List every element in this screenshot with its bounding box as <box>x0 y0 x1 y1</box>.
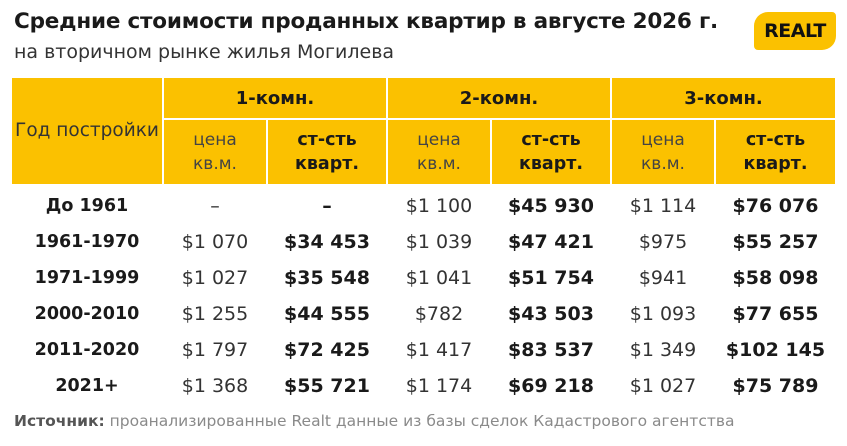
price-per-sqm-cell: $1 368 <box>181 375 249 397</box>
apartment-cost-cell: $55 721 <box>284 375 370 397</box>
source-label: Источник: <box>14 412 105 430</box>
group-header-2room: 2-комн. <box>388 78 610 118</box>
table-row: 2021+ $1 368 $55 721 $1 174 $69 218 $1 027 $75… <box>12 368 835 404</box>
year-cell: 2000-2010 <box>34 304 140 324</box>
price-per-sqm-cell: $941 <box>638 267 688 289</box>
page-title: Средние стоимости проданных квартир в ав… <box>14 9 718 34</box>
price-per-sqm-cell: $1 255 <box>181 303 249 325</box>
price-per-sqm-cell: $1 027 <box>629 375 697 397</box>
year-cell: 2011-2020 <box>34 340 140 360</box>
apartment-cost-cell: $58 098 <box>732 267 819 289</box>
table-row: 2011-2020 $1 797 $72 425 $1 417 $83 537 $1 34… <box>12 332 835 368</box>
subheader-price-text: цена кв.м. <box>417 130 461 174</box>
year-cell: 1971-1999 <box>34 268 140 288</box>
subheader-cost-text: ст-сть кварт. <box>294 130 360 174</box>
price-per-sqm-cell: $1 797 <box>181 339 249 361</box>
apartment-cost-cell: $69 218 <box>508 375 594 397</box>
table-row: 1971-1999 $1 027 $35 548 $1 041 $51 754 $941 $… <box>12 260 835 296</box>
logo-text: REALT <box>764 20 826 42</box>
price-per-sqm-cell: $1 039 <box>405 231 473 253</box>
price-per-sqm-cell: $1 349 <box>629 339 697 361</box>
table-row: 2000-2010 $1 255 $44 555 $782 $43 503 $1 093 $… <box>12 296 835 332</box>
price-per-sqm-cell: $1 093 <box>629 303 697 325</box>
apartment-cost-cell: $55 257 <box>732 231 819 253</box>
subheader-price: цена кв.м. <box>164 120 266 184</box>
source-text: проанализированные Realt данные из базы … <box>104 412 735 430</box>
apartment-cost-cell: $102 145 <box>725 339 826 361</box>
subheader-cost: ст-сть кварт. <box>492 120 610 184</box>
price-per-sqm-cell: $1 417 <box>405 339 473 361</box>
subheader-cost-text: ст-сть кварт. <box>743 130 808 174</box>
subheader-price: цена кв.м. <box>612 120 714 184</box>
apartment-cost-cell: $72 425 <box>284 339 370 361</box>
price-per-sqm-cell: $1 114 <box>629 195 697 217</box>
subheader-cost: ст-сть кварт. <box>716 120 835 184</box>
group-header-1room: 1-комн. <box>164 78 386 118</box>
price-per-sqm-cell: $1 100 <box>405 195 473 217</box>
table-row: До 1961 – – $1 100 $45 930 $1 114 $76 076 <box>12 188 835 224</box>
price-per-sqm-cell: $975 <box>638 231 688 253</box>
subheader-price: цена кв.м. <box>388 120 490 184</box>
apartment-cost-cell: $75 789 <box>732 375 819 397</box>
apartment-cost-cell: $76 076 <box>732 195 819 217</box>
apartment-cost-cell: $34 453 <box>284 231 370 253</box>
apartment-cost-cell: $51 754 <box>508 267 594 289</box>
subheader-cost: ст-сть кварт. <box>268 120 386 184</box>
year-header: Год постройки <box>12 78 162 184</box>
realt-logo: REALT <box>754 12 836 50</box>
price-per-sqm-cell: $1 041 <box>405 267 473 289</box>
price-per-sqm-cell: $782 <box>414 303 464 325</box>
apartment-cost-cell: $83 537 <box>508 339 594 361</box>
table-row: 1961-1970 $1 070 $34 453 $1 039 $47 421 $975 $… <box>12 224 835 260</box>
group-header-3room: 3-комн. <box>612 78 835 118</box>
subheader-cost-text: ст-сть кварт. <box>518 130 584 174</box>
source-note: Источник: проанализированные Realt данны… <box>14 412 735 430</box>
subheader-price-text: цена кв.м. <box>641 130 685 174</box>
apartment-cost-cell: $47 421 <box>508 231 594 253</box>
apartment-cost-cell: $35 548 <box>284 267 370 289</box>
subheader-price-text: цена кв.м. <box>193 130 237 174</box>
apartment-cost-cell: $45 930 <box>508 195 594 217</box>
price-per-sqm-cell: $1 174 <box>405 375 473 397</box>
year-cell: 2021+ <box>55 376 119 396</box>
page-subtitle: на вторичном рынке жилья Могилева <box>14 41 395 63</box>
apartment-cost-cell: – <box>322 195 332 217</box>
price-per-sqm-cell: $1 027 <box>181 267 249 289</box>
year-cell: До 1961 <box>45 196 129 216</box>
apartment-cost-cell: $43 503 <box>508 303 594 325</box>
price-per-sqm-cell: $1 070 <box>181 231 249 253</box>
year-cell: 1961-1970 <box>34 232 140 252</box>
apartment-cost-cell: $77 655 <box>732 303 819 325</box>
apartment-cost-cell: $44 555 <box>284 303 370 325</box>
price-per-sqm-cell: – <box>210 195 220 217</box>
